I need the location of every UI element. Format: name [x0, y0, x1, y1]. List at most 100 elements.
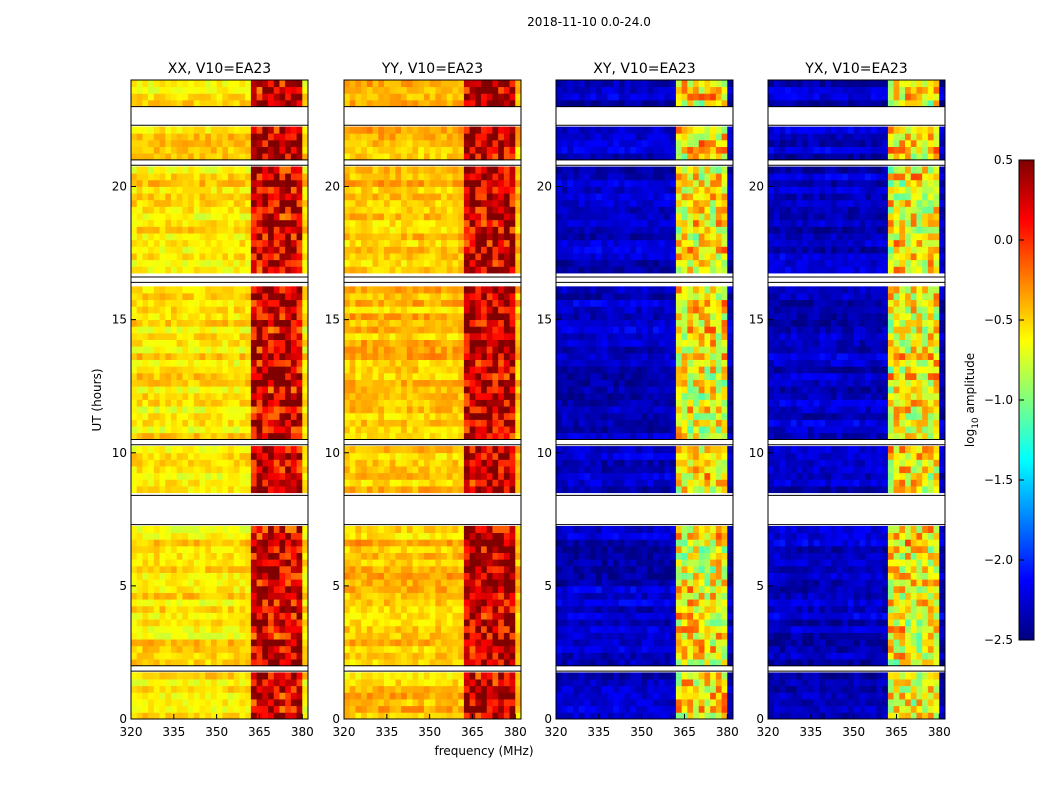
- heatmap-cell: [142, 306, 149, 314]
- heatmap-cell: [268, 612, 275, 620]
- heatmap-cell: [153, 406, 160, 414]
- heatmap-cell: [250, 213, 258, 221]
- heatmap-cell: [389, 392, 396, 400]
- heatmap-cell: [273, 525, 280, 534]
- heatmap-cell: [389, 412, 396, 420]
- heatmap-cell: [418, 386, 425, 394]
- heatmap-cell: [344, 545, 351, 553]
- heatmap-cell: [429, 406, 436, 414]
- heatmap-cell: [435, 619, 442, 627]
- heatmap-cell: [290, 639, 297, 647]
- heatmap-cell: [256, 639, 263, 647]
- heatmap-cell: [205, 605, 212, 613]
- heatmap-cell: [153, 585, 160, 593]
- heatmap-cell: [285, 259, 292, 267]
- heatmap-cell: [182, 319, 189, 327]
- heatmap-cell: [170, 326, 178, 334]
- heatmap-cell: [188, 80, 195, 88]
- heatmap-cell: [296, 259, 303, 267]
- heatmap-cell: [344, 179, 351, 187]
- heatmap-cell: [239, 372, 246, 380]
- heatmap-cell: [268, 705, 275, 713]
- heatmap-cell: [418, 652, 425, 660]
- heatmap-cell: [268, 392, 275, 400]
- x-tick-label: 365: [248, 725, 271, 739]
- heatmap-cell: [188, 685, 195, 693]
- heatmap-cell: [136, 266, 143, 274]
- heatmap-cell: [463, 659, 471, 667]
- heatmap-cell: [435, 532, 442, 540]
- heatmap-cell: [498, 579, 505, 587]
- heatmap-cell: [290, 99, 297, 108]
- heatmap-cell: [344, 625, 351, 633]
- heatmap-cell: [153, 459, 160, 467]
- heatmap-cell: [159, 712, 166, 720]
- heatmap-cell: [136, 712, 143, 720]
- heatmap-cell: [131, 293, 138, 301]
- heatmap-cell: [418, 565, 425, 573]
- heatmap-cell: [136, 679, 143, 687]
- heatmap-cell: [188, 139, 195, 147]
- heatmap-cell: [378, 605, 385, 613]
- heatmap-cell: [256, 253, 263, 261]
- heatmap-cell: [285, 372, 292, 380]
- heatmap-cell: [446, 652, 453, 660]
- heatmap-cell: [245, 639, 252, 647]
- heatmap-cell: [498, 399, 505, 407]
- heatmap-cell: [515, 226, 522, 234]
- heatmap-cell: [463, 332, 471, 340]
- heatmap-cell: [372, 692, 379, 700]
- heatmap-cell: [349, 386, 356, 394]
- heatmap-cell: [463, 692, 471, 700]
- heatmap-cell: [389, 239, 396, 247]
- heatmap-cell: [222, 565, 229, 573]
- heatmap-cell: [273, 199, 280, 207]
- heatmap-cell: [188, 565, 195, 573]
- heatmap-cell: [344, 645, 351, 653]
- heatmap-cell: [401, 239, 408, 247]
- heatmap-cell: [170, 486, 178, 494]
- heatmap-cell: [296, 565, 303, 573]
- heatmap-cell: [406, 619, 413, 627]
- heatmap-cell: [170, 625, 178, 633]
- heatmap-cell: [458, 266, 465, 274]
- heatmap-cell: [481, 406, 488, 414]
- heatmap-cell: [344, 479, 351, 487]
- heatmap-cell: [395, 525, 402, 534]
- heatmap-cell: [372, 466, 379, 474]
- heatmap-cell: [250, 692, 258, 700]
- heatmap-cell: [182, 133, 189, 141]
- heatmap-cell: [418, 153, 425, 161]
- heatmap-cell: [412, 645, 419, 653]
- heatmap-cell: [216, 293, 223, 301]
- heatmap-cell: [228, 672, 235, 680]
- heatmap-cell: [210, 399, 218, 407]
- heatmap-cell: [486, 432, 493, 440]
- heatmap-cell: [389, 339, 396, 347]
- heatmap-cell: [245, 525, 252, 534]
- heatmap-cell: [148, 186, 155, 194]
- heatmap-cell: [262, 532, 269, 540]
- heatmap-cell: [228, 539, 235, 547]
- heatmap-cell: [142, 672, 149, 680]
- heatmap-cell: [355, 359, 362, 367]
- heatmap-cell: [372, 525, 379, 534]
- heatmap-cell: [222, 399, 229, 407]
- heatmap-cell: [418, 206, 425, 214]
- heatmap-cell: [406, 545, 413, 553]
- heatmap-cell: [412, 525, 419, 534]
- heatmap-cell: [458, 406, 465, 414]
- heatmap-cell: [486, 266, 493, 274]
- heatmap-cell: [170, 352, 178, 360]
- heatmap-cell: [165, 312, 172, 321]
- heatmap-cell: [262, 692, 269, 700]
- heatmap-cell: [412, 632, 419, 640]
- heatmap-cell: [372, 605, 379, 613]
- heatmap-cell: [389, 472, 396, 480]
- heatmap-cell: [273, 532, 280, 540]
- heatmap-cell: [205, 352, 212, 360]
- heatmap-cell: [250, 559, 258, 567]
- heatmap-cell: [148, 545, 155, 553]
- heatmap-cell: [165, 332, 172, 340]
- heatmap-cell: [210, 685, 218, 693]
